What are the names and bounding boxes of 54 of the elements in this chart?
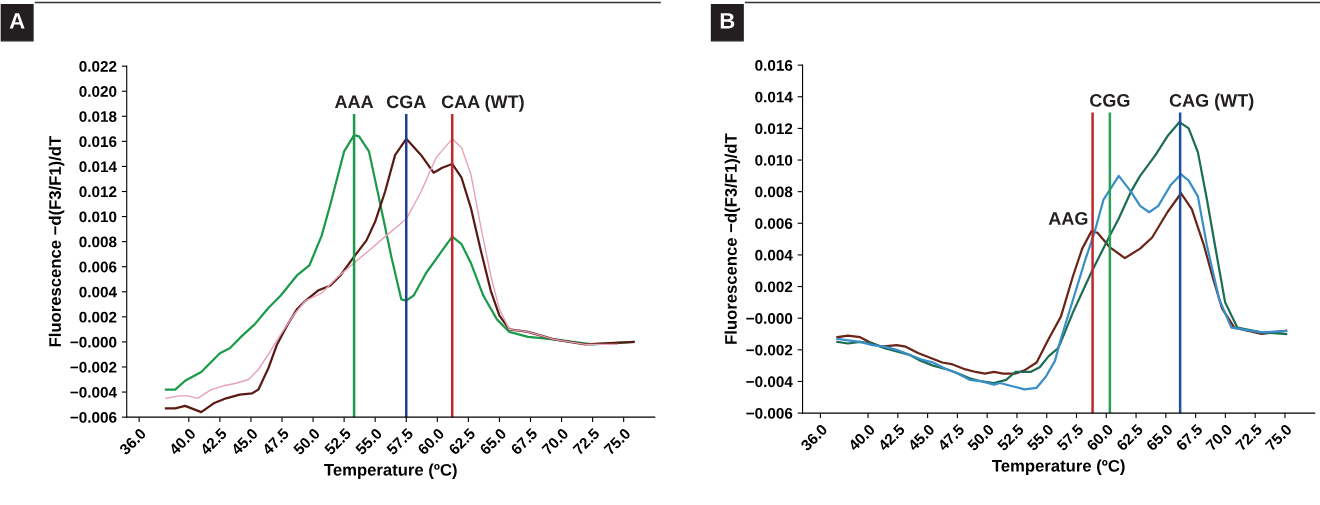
y-tick-label: 0.014 (755, 91, 793, 103)
y-tick-label: −0.004 (70, 386, 117, 398)
y-axis-title: Fluorescence −d(F3/F1)/dT (48, 136, 65, 347)
y-tick-label: −0.006 (746, 407, 793, 419)
x-tick-label: 70.0 (541, 427, 570, 456)
x-tick-label: 75.0 (1264, 423, 1293, 452)
y-tick-label: 0.016 (79, 136, 117, 148)
x-tick-label: 40.0 (168, 427, 197, 456)
y-tick-label: 0.004 (755, 249, 793, 261)
y-tick-label: −0.006 (70, 412, 117, 423)
x-tick-label: 60.0 (416, 427, 445, 456)
annotation: AAG (1048, 212, 1088, 225)
x-tick-label: 45.0 (907, 423, 936, 452)
line-series (836, 120, 1288, 385)
y-tick-label: 0.002 (755, 281, 793, 293)
ref-line-label: CGG (1090, 94, 1130, 107)
ref-line-label: CAA (WT) (441, 94, 524, 112)
x-tick-label: 65.0 (1145, 423, 1174, 452)
y-tick-label: −0.000 (746, 313, 793, 324)
y-tick-label: 0.020 (79, 86, 117, 97)
x-tick-label: 50.0 (966, 423, 995, 452)
x-tick-label: 70.0 (1205, 423, 1233, 452)
y-tick-label: 0.006 (79, 261, 117, 273)
ref-line-label: CGA (386, 95, 426, 109)
line-series (836, 173, 1288, 391)
y-tick-label: 0.014 (79, 161, 117, 173)
y-tick-label: 0.012 (79, 186, 117, 198)
y-tick-label: −0.002 (70, 361, 117, 373)
x-tick-label: 65.0 (479, 427, 507, 456)
chart-title: B (720, 13, 735, 29)
x-tick-label: 60.0 (1085, 423, 1114, 452)
y-tick-label: 0.008 (79, 236, 117, 248)
y-tick-label: −0.004 (746, 376, 793, 388)
x-axis-title: Temperature (ºC) (992, 459, 1125, 475)
y-tick-label: 0.004 (79, 286, 117, 298)
ref-line-label: AAA (334, 95, 374, 109)
x-tick-label: 75.0 (603, 427, 632, 456)
y-axis-title: Fluorescence −d(F3/F1)/dT (724, 133, 741, 344)
x-tick-label: 40.0 (847, 423, 876, 452)
y-tick-label: −0.002 (746, 344, 793, 356)
x-axis-title: Temperature (ºC) (324, 463, 457, 480)
y-tick-label: −0.000 (70, 336, 117, 348)
y-tick-label: 0.022 (79, 61, 117, 72)
chart-title: A (9, 13, 25, 29)
y-tick-label: 0.002 (79, 311, 117, 323)
y-tick-label: 0.010 (755, 154, 793, 166)
x-tick-label: 45.0 (230, 427, 259, 456)
y-tick-label: 0.018 (79, 111, 117, 122)
y-tick-label: 0.012 (755, 123, 793, 135)
y-tick-label: 0.008 (755, 186, 793, 198)
y-tick-label: 0.006 (755, 218, 793, 229)
ref-line-label: CAG (WT) (1169, 93, 1254, 111)
y-tick-label: 0.010 (79, 211, 117, 223)
y-tick-label: 0.016 (755, 60, 793, 71)
